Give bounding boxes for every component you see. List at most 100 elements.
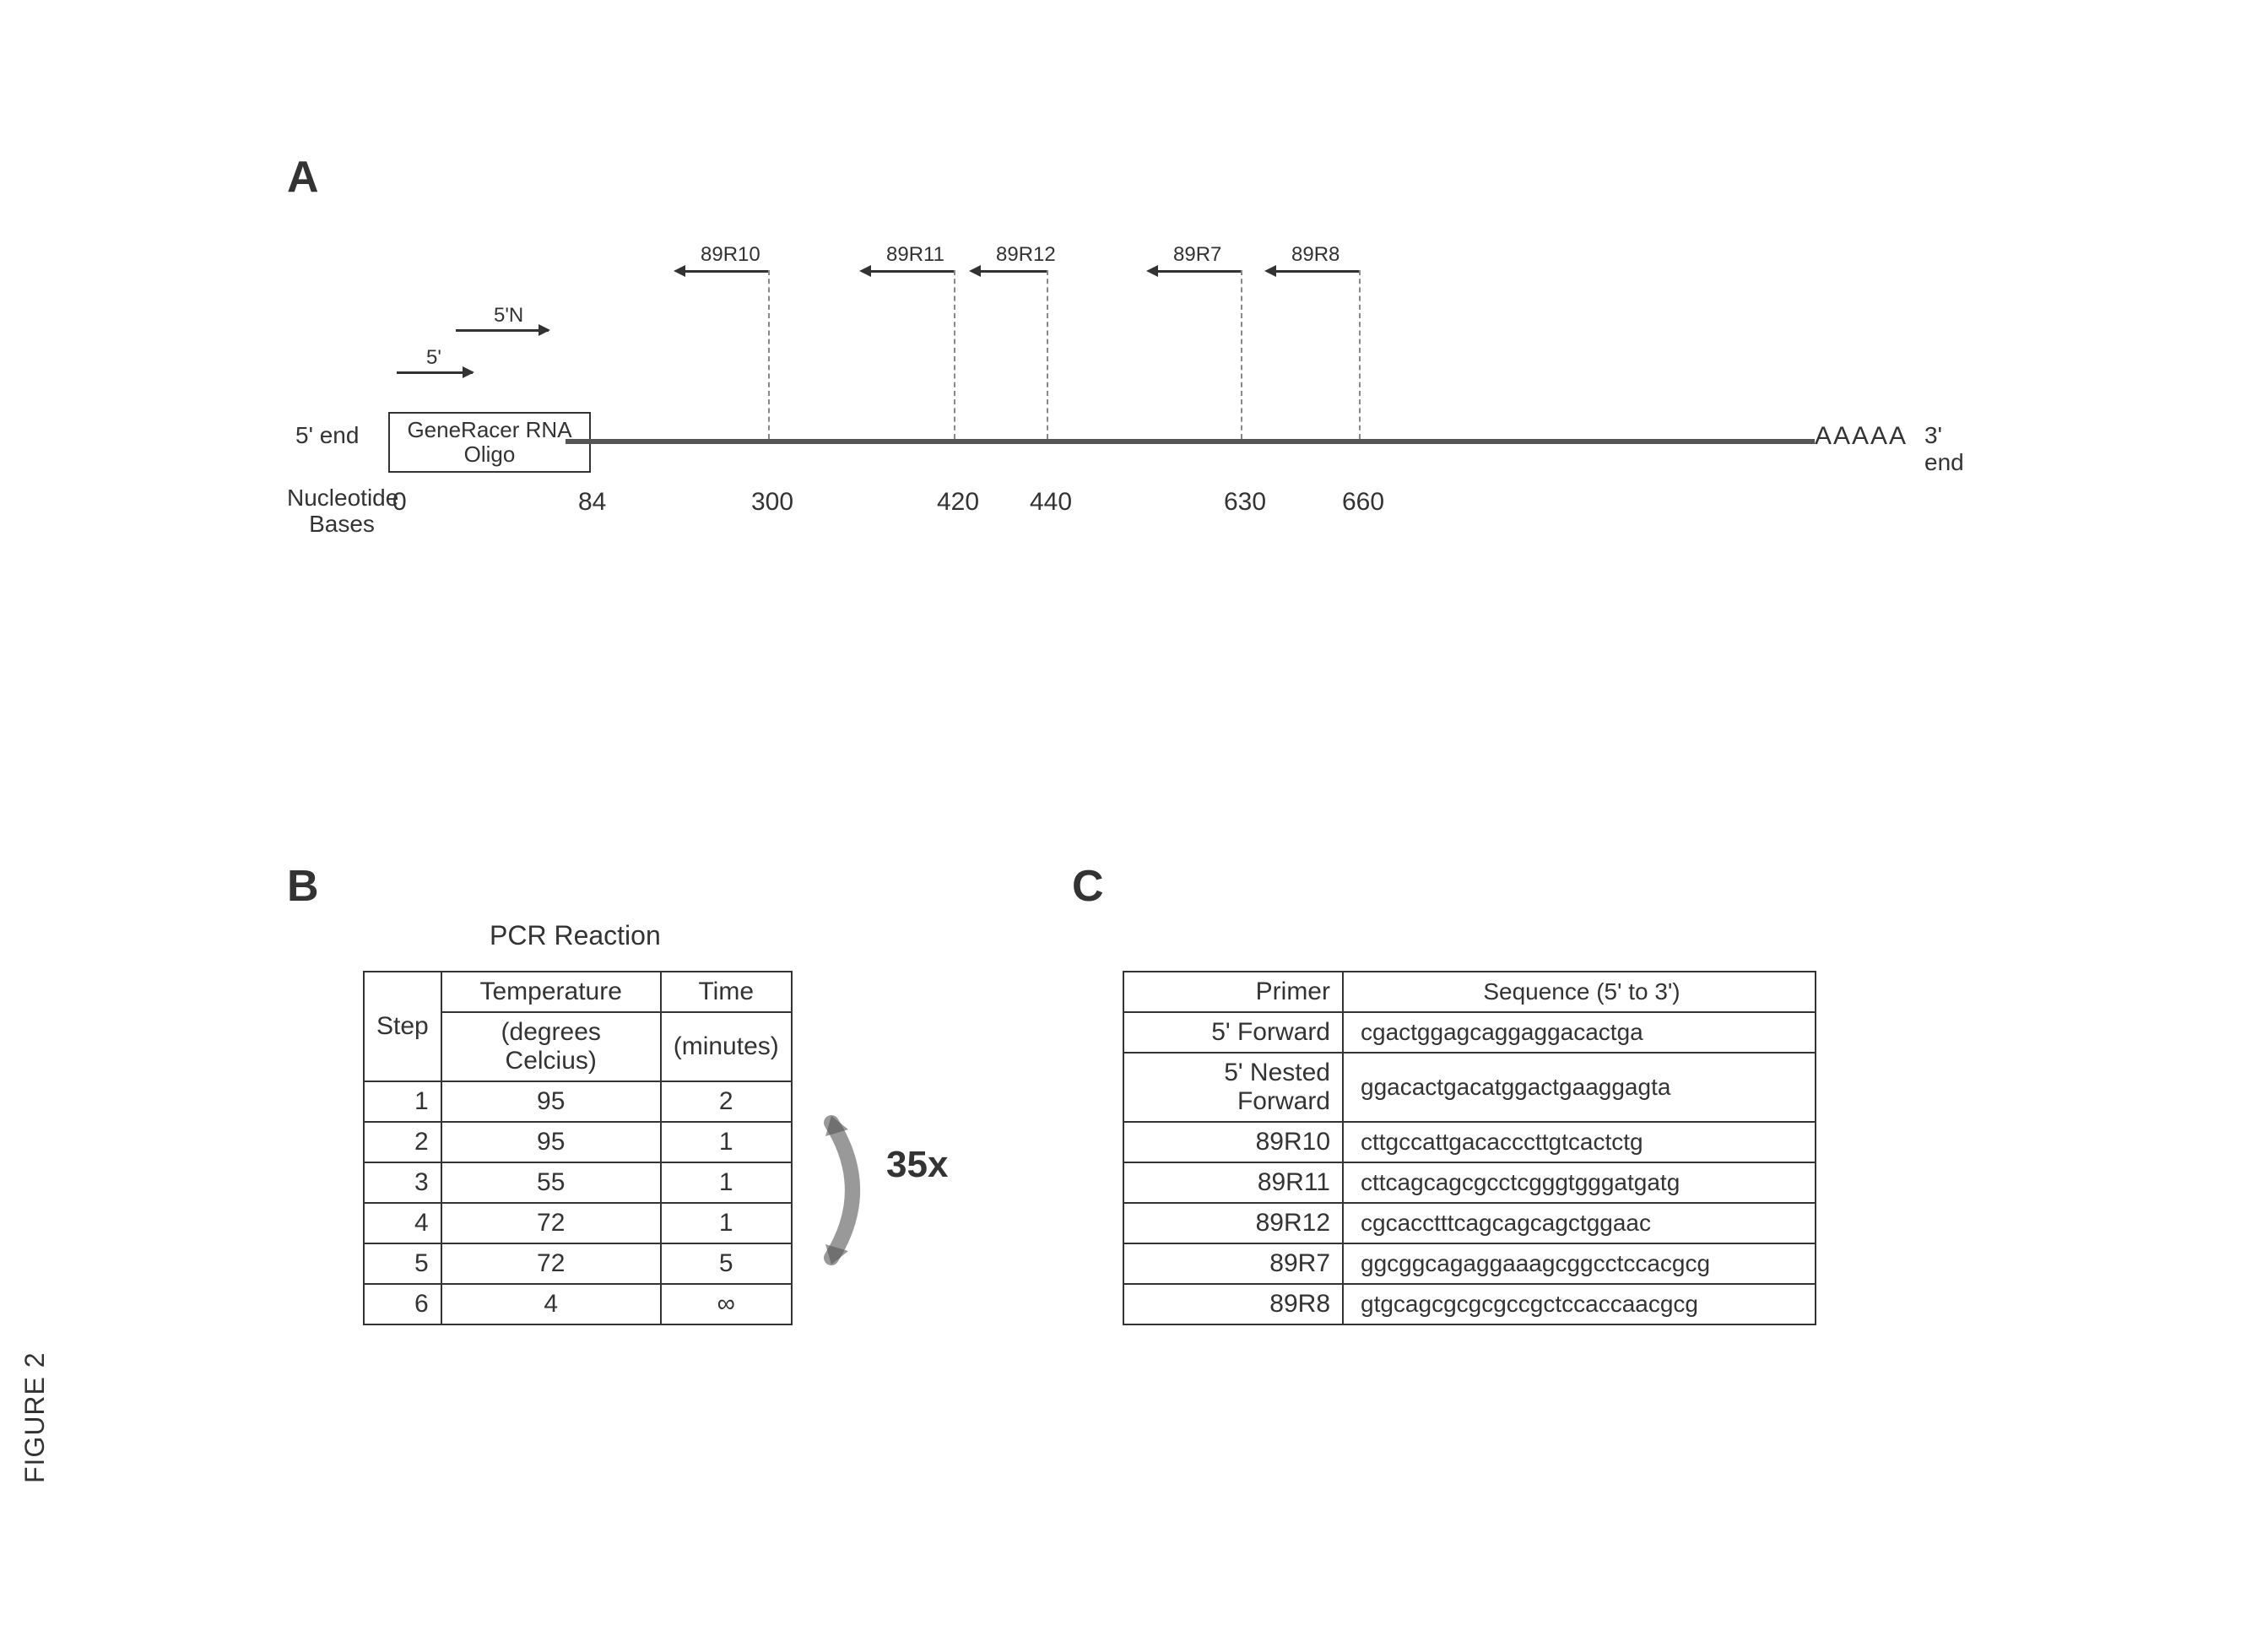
- reverse-primer-label: 89R10: [701, 243, 760, 267]
- pcr-time-cell: 1: [661, 1122, 792, 1162]
- table-row: 1952: [364, 1081, 792, 1122]
- primer-dropline: [954, 270, 955, 439]
- pcr-step-cell: 5: [364, 1243, 441, 1284]
- pcr-time-cell: ∞: [661, 1284, 792, 1324]
- table-row: 89R10cttgccattgacacccttgtcactctg: [1123, 1122, 1816, 1162]
- oligo-line2: Oligo: [464, 442, 516, 467]
- table-row: 64∞: [364, 1284, 792, 1324]
- nucleotide-tick: 0: [392, 488, 407, 517]
- pcr-temp-cell: 4: [441, 1284, 661, 1324]
- table-row: 89R11cttcagcagcgcctcgggtgggatgatg: [1123, 1162, 1816, 1203]
- pcr-header-step: Step: [364, 972, 441, 1081]
- primer-name-cell: 89R7: [1123, 1243, 1343, 1284]
- table-row: 5' Nested Forwardggacactgacatggactgaagga…: [1123, 1053, 1816, 1122]
- nuc-label-2: Bases: [309, 511, 375, 537]
- nucleotide-tick: 630: [1224, 488, 1266, 517]
- table-row: 89R12cgcacctttcagcagcagctggaac: [1123, 1203, 1816, 1243]
- primer-seq-cell: cttcagcagcgcctcgggtgggatgatg: [1343, 1162, 1816, 1203]
- arrow-head-icon: [1146, 265, 1158, 277]
- primer-name-cell: 5' Forward: [1123, 1012, 1343, 1053]
- panel-a: A 5' end GeneRacer RNA Oligo AAAAA 3' en…: [279, 152, 1967, 591]
- pcr-temp-cell: 95: [441, 1081, 661, 1122]
- rna-strand-line: [566, 439, 1815, 444]
- primer-arrow-shaft: [1275, 270, 1359, 273]
- primer-seq-cell: gtgcagcgcgcgccgctccaccaacgcg: [1343, 1284, 1816, 1324]
- arrow-shaft: [456, 329, 549, 332]
- arrow-head-icon: [463, 366, 474, 378]
- forward-primer-label: 5'N: [494, 304, 523, 328]
- primer-seq-cell: cgcacctttcagcagcagctggaac: [1343, 1203, 1816, 1243]
- forward-primer-arrow: 5': [397, 371, 473, 374]
- arrow-head-icon: [969, 265, 981, 277]
- five-prime-end-label: 5' end: [295, 422, 359, 449]
- nucleotide-tick: 420: [937, 488, 979, 517]
- primer-header-name: Primer: [1123, 972, 1343, 1012]
- primer-seq-cell: ggcggcagaggaaagcggcctccacgcg: [1343, 1243, 1816, 1284]
- pcr-time-cell: 1: [661, 1162, 792, 1203]
- panel-a-letter: A: [287, 152, 319, 203]
- table-row: 5725: [364, 1243, 792, 1284]
- primer-seq-cell: cgactggagcaggaggacactga: [1343, 1012, 1816, 1053]
- nucleotide-tick: 660: [1342, 488, 1384, 517]
- pcr-header-temp2: (degrees Celcius): [441, 1012, 661, 1081]
- nucleotide-tick: 440: [1030, 488, 1072, 517]
- table-row: 4721: [364, 1203, 792, 1243]
- primer-name-cell: 5' Nested Forward: [1123, 1053, 1343, 1122]
- reverse-primer-label: 89R11: [886, 243, 944, 267]
- pcr-reaction-title: PCR Reaction: [490, 920, 661, 951]
- pcr-header-time2: (minutes): [661, 1012, 792, 1081]
- primer-name-cell: 89R10: [1123, 1122, 1343, 1162]
- pcr-time-cell: 1: [661, 1203, 792, 1243]
- reverse-primer-label: 89R8: [1291, 243, 1339, 267]
- forward-primer-label: 5': [426, 346, 441, 370]
- forward-primer-arrow: 5'N: [456, 329, 549, 332]
- nucleotide-tick: 84: [578, 488, 606, 517]
- cycle-count: 35x: [886, 1144, 948, 1186]
- primer-arrow-shaft: [1156, 270, 1241, 273]
- arrow-shaft: [397, 371, 473, 374]
- cycle-arrow-icon: [819, 1106, 886, 1275]
- reverse-primer-label: 89R7: [1173, 243, 1221, 267]
- nuc-label-1: Nucleotide: [287, 485, 398, 511]
- panel-c-letter: C: [1072, 861, 1104, 912]
- pcr-step-cell: 3: [364, 1162, 441, 1203]
- table-row: 89R8gtgcagcgcgcgccgctccaccaacgcg: [1123, 1284, 1816, 1324]
- pcr-temp-cell: 95: [441, 1122, 661, 1162]
- generacer-oligo-box: GeneRacer RNA Oligo: [388, 412, 591, 473]
- primer-table: Primer Sequence (5' to 3') 5' Forwardcga…: [1123, 971, 1816, 1325]
- primer-name-cell: 89R11: [1123, 1162, 1343, 1203]
- pcr-temp-cell: 72: [441, 1203, 661, 1243]
- primer-dropline: [1359, 270, 1361, 439]
- pcr-time-cell: 5: [661, 1243, 792, 1284]
- pcr-temp-cell: 72: [441, 1243, 661, 1284]
- primer-seq-cell: ggacactgacatggactgaaggagta: [1343, 1053, 1816, 1122]
- primer-name-cell: 89R12: [1123, 1203, 1343, 1243]
- primer-dropline: [1047, 270, 1048, 439]
- table-row: 2951: [364, 1122, 792, 1162]
- nucleotide-bases-label: Nucleotide Bases: [287, 485, 397, 538]
- table-row: 5' Forwardcgactggagcaggaggacactga: [1123, 1012, 1816, 1053]
- pcr-step-cell: 4: [364, 1203, 441, 1243]
- figure-label: FIGURE 2: [19, 1351, 51, 1483]
- pcr-temp-cell: 55: [441, 1162, 661, 1203]
- primer-arrow-shaft: [684, 270, 768, 273]
- panel-b-letter: B: [287, 861, 319, 912]
- primer-dropline: [1241, 270, 1242, 439]
- three-prime-end-label: 3' end: [1924, 422, 1964, 476]
- pcr-step-cell: 6: [364, 1284, 441, 1324]
- table-row: 3551: [364, 1162, 792, 1203]
- primer-header-seq: Sequence (5' to 3'): [1343, 972, 1816, 1012]
- pcr-step-cell: 1: [364, 1081, 441, 1122]
- arrow-head-icon: [674, 265, 685, 277]
- arrow-head-icon: [1264, 265, 1276, 277]
- oligo-line1: GeneRacer RNA: [407, 418, 571, 442]
- primer-arrow-shaft: [869, 270, 954, 273]
- pcr-time-cell: 2: [661, 1081, 792, 1122]
- pcr-table: Step Temperature Time (degrees Celcius) …: [363, 971, 793, 1325]
- primer-arrow-shaft: [979, 270, 1047, 273]
- nucleotide-tick: 300: [751, 488, 793, 517]
- pcr-step-cell: 2: [364, 1122, 441, 1162]
- arrow-head-icon: [538, 324, 550, 336]
- pcr-header-temp1: Temperature: [441, 972, 661, 1012]
- rna-diagram: 5' end GeneRacer RNA Oligo AAAAA 3' end …: [329, 203, 1933, 557]
